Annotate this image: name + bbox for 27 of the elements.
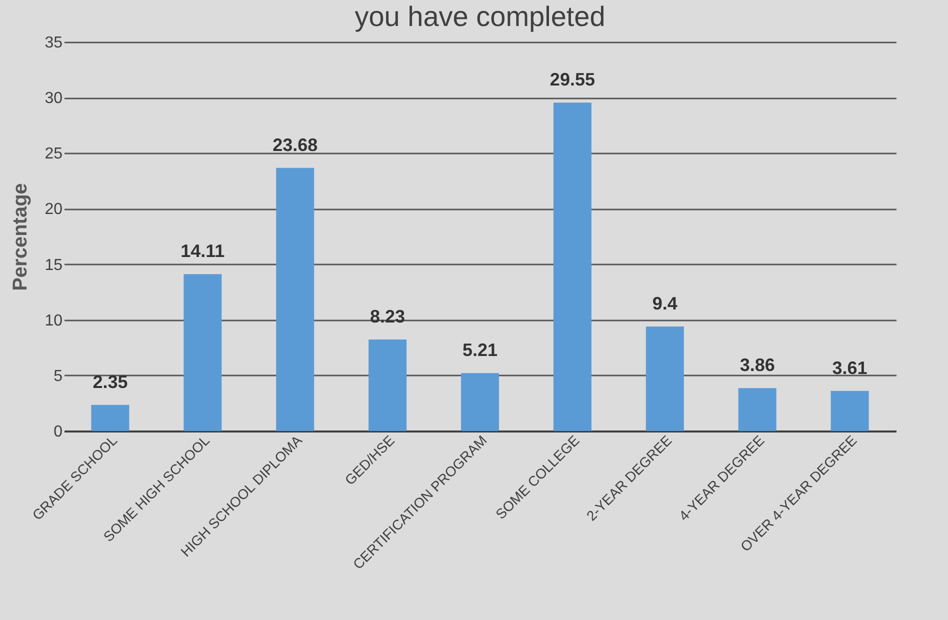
- bar: [91, 404, 130, 431]
- data-label: 14.11: [180, 241, 225, 262]
- bar: [738, 388, 776, 431]
- data-label: 3.86: [740, 355, 775, 376]
- y-tick-label: 35: [44, 34, 63, 52]
- data-label: 9.4: [652, 294, 678, 314]
- chart-title: you have completed: [354, 1, 606, 32]
- y-axis-title: Percentage: [10, 183, 32, 291]
- data-label: 23.68: [272, 134, 318, 155]
- y-tick-label: 25: [44, 146, 63, 163]
- y-tick-label: 10: [44, 312, 63, 330]
- data-label: 3.61: [832, 358, 868, 378]
- data-label: 5.21: [462, 340, 498, 360]
- bar: [461, 373, 499, 431]
- y-tick-label: 0: [54, 424, 63, 440]
- bar: [368, 340, 407, 431]
- data-label: 29.55: [550, 70, 595, 90]
- y-tick-label: 20: [44, 201, 63, 218]
- bar: [830, 390, 869, 431]
- y-tick-label: 30: [44, 90, 63, 108]
- data-label: 2.35: [92, 372, 128, 392]
- y-tick-label: 5: [54, 368, 63, 385]
- bar: [276, 168, 314, 431]
- bar: [646, 326, 684, 431]
- bar: [553, 102, 592, 431]
- y-tick-label: 15: [44, 256, 63, 274]
- bar: [184, 274, 222, 431]
